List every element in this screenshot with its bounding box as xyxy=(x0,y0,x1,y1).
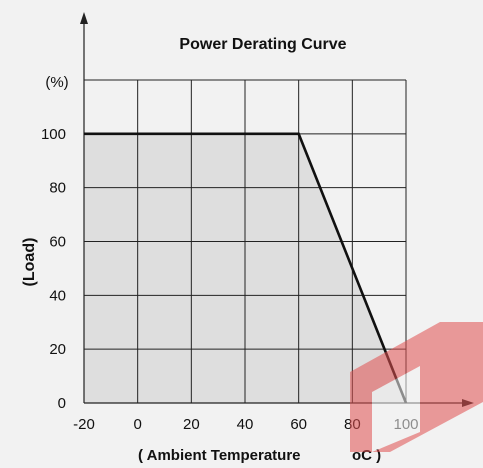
y-tick-label: 100 xyxy=(41,126,66,143)
y-tick-label: 20 xyxy=(49,341,66,358)
y-axis-arrow xyxy=(80,12,88,24)
x-tick-label: 0 xyxy=(133,416,141,433)
x-tick-label: 40 xyxy=(237,416,254,433)
x-tick-label: 20 xyxy=(183,416,200,433)
x-axis-label: ( Ambient Temperature xyxy=(138,447,301,464)
x-tick-label: -20 xyxy=(73,416,95,433)
y-axis-label: (Load) xyxy=(21,238,38,287)
y-tick-label: 60 xyxy=(49,234,66,251)
y-unit-label: (%) xyxy=(45,74,68,91)
y-tick-label: 80 xyxy=(49,180,66,197)
x-tick-label: 60 xyxy=(290,416,307,433)
y-tick-label: 40 xyxy=(49,287,66,304)
chart-title: Power Derating Curve xyxy=(179,36,346,53)
y-tick-label: 0 xyxy=(58,395,66,412)
derating-curve-line xyxy=(84,132,408,404)
watermark-logo xyxy=(350,322,483,452)
